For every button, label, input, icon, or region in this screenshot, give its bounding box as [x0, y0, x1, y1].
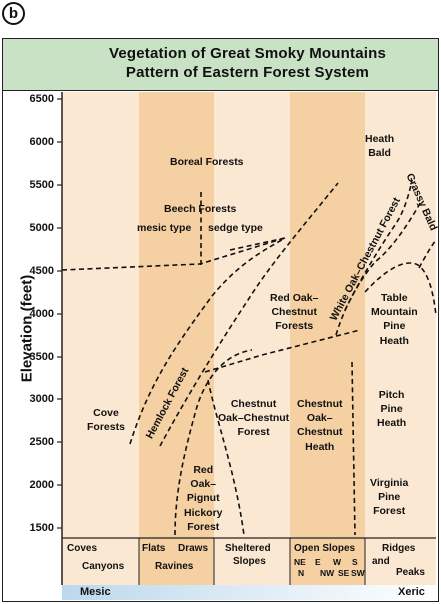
y-tick-2000: 2000 [29, 479, 54, 491]
topography-band [62, 538, 436, 585]
boundary-table-top [364, 262, 437, 316]
topo-sheltered: Sheltered [225, 543, 271, 554]
y-tick-6000: 6000 [29, 136, 54, 148]
column-flats [139, 92, 214, 538]
y-axis-ticks [57, 98, 62, 529]
label-red-oak-pignut: Red Oak– Pignut Hickory Forest [184, 464, 223, 533]
boundary-boreal-lower [61, 237, 286, 271]
title-band [3, 39, 438, 91]
topo-aspect-s: S [352, 557, 358, 567]
boundary-mid-horizontal [204, 329, 361, 373]
boundary-hemlock-right [159, 182, 339, 447]
topo-aspect-ne: NE [294, 557, 306, 567]
y-tick-3000: 3000 [29, 393, 54, 405]
topo-peaks: Peaks [396, 567, 425, 578]
y-axis-title: Elevation (feet) [18, 274, 36, 383]
y-tick-6500: 6500 [29, 93, 54, 105]
topo-and: and [372, 556, 390, 567]
y-tick-4000: 4000 [29, 308, 54, 320]
y-tick-5000: 5000 [29, 222, 54, 234]
topo-flats: Flats [142, 543, 166, 554]
boundary-chestnut-left [174, 349, 253, 536]
topo-aspect-se: SE [338, 568, 350, 578]
figure-frame [2, 38, 439, 602]
label-sedge-type: sedge type [208, 222, 263, 234]
label-cove-forests: Cove Forests [87, 407, 125, 434]
y-tick-4500: 4500 [29, 265, 54, 277]
topo-aspect-n: N [298, 568, 305, 578]
title-line-2: Pattern of Eastern Forest System [125, 64, 370, 81]
label-beech-forests: Beech Forests [164, 203, 237, 215]
y-tick-3500: 3500 [29, 351, 54, 363]
label-mesic-type: mesic type [137, 222, 192, 234]
y-tick-2500: 2500 [29, 436, 54, 448]
topo-aspect-sw: SW [351, 568, 365, 578]
title-line-1: Vegetation of Great Smoky Mountains [108, 45, 387, 62]
boundary-openslope-vert [351, 361, 356, 536]
y-tick-1500: 1500 [29, 522, 54, 534]
column-sheltered [214, 92, 290, 538]
boundary-whiteoak-low [335, 199, 423, 336]
label-chestnut-oak-forest: Chestnut Oak–Chestnut Forest [218, 398, 290, 439]
label-table-mountain-pine: Table Mountain Pine Heath [371, 292, 418, 347]
column-open [290, 92, 365, 538]
topo-slopes: Slopes [233, 556, 266, 567]
topo-ridges: Ridges [382, 543, 416, 554]
topo-coves: Coves [67, 543, 98, 554]
boundary-redoak-right [207, 379, 245, 536]
moisture-mesic: Mesic [80, 586, 111, 598]
boundary-beech-right [229, 237, 286, 251]
topo-canyons: Canyons [82, 561, 125, 572]
boundary-whiteoak-high [344, 179, 413, 311]
moisture-xeric: Xeric [398, 586, 425, 598]
topo-aspect-nw: NW [320, 568, 335, 578]
topo-open-slopes: Open Slopes [294, 543, 356, 554]
label-virginia-pine: Virginia Pine Forest [370, 477, 409, 518]
column-coves [62, 92, 139, 538]
topo-aspect-w: W [333, 557, 342, 567]
label-pitch-pine-heath: Pitch Pine Heath [377, 389, 407, 430]
topo-draws: Draws [178, 543, 209, 554]
label-heath-bald: Heath Bald [365, 133, 395, 160]
moisture-gradient-bar [62, 585, 436, 600]
topo-aspect-e: E [315, 557, 321, 567]
label-boreal-forests: Boreal Forests [170, 156, 244, 168]
topo-ravines: Ravines [155, 561, 194, 572]
column-ridges [365, 92, 436, 538]
label-chestnut-oak-heath: Chestnut Oak– Chestnut Heath [297, 398, 343, 453]
panel-letter: b [2, 2, 25, 25]
boundary-grassy [418, 239, 437, 269]
y-tick-5500: 5500 [29, 179, 54, 191]
zone-boundaries [61, 179, 437, 536]
label-red-oak-chestnut: Red Oak– Chestnut Forests [270, 292, 319, 333]
